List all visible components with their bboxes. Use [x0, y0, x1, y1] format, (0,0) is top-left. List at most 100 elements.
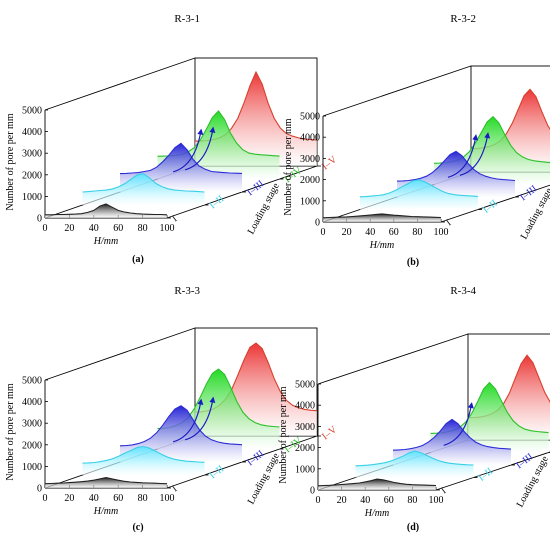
- y-tick-label: 1000: [295, 464, 315, 475]
- x-tick-label: 80: [412, 227, 422, 238]
- series-line-2: [396, 150, 516, 182]
- stage-label: I: [170, 214, 179, 225]
- top-depth-edge: [44, 327, 196, 381]
- y-tick-label: 4000: [22, 127, 42, 138]
- x-tick-label: 20: [64, 493, 74, 504]
- stage-label: I–III: [245, 178, 266, 198]
- panel-caption: (b): [407, 257, 419, 268]
- x-tick-label: 100: [160, 223, 175, 234]
- stage-label: I: [170, 484, 179, 495]
- y-tick-label: 4000: [300, 133, 320, 144]
- series-area-1: [355, 451, 474, 478]
- y-tick-label: 4000: [295, 401, 315, 412]
- y-tick-label: 2000: [295, 443, 315, 454]
- y-tick-label: 2000: [22, 440, 42, 451]
- panel-caption: (a): [132, 254, 144, 265]
- series-line-0: [44, 477, 168, 485]
- annotation-arrow: [172, 398, 204, 443]
- panel-title: R-3-3: [174, 285, 200, 297]
- series-area-1: [82, 173, 205, 205]
- x-tick-label: 20: [64, 223, 74, 234]
- stage-label: I–III: [514, 451, 535, 471]
- x-tick-label: 100: [434, 227, 449, 238]
- y-tick-label: 3000: [22, 149, 42, 160]
- panel-d: 010002000300040005000020406080100I–VI–IV…: [278, 285, 550, 533]
- y-axis-label: Number of pore per mm: [278, 386, 289, 483]
- x-tick-label: 80: [407, 495, 417, 506]
- stage-label: I–V: [320, 424, 340, 443]
- y-tick-label: 3000: [22, 419, 42, 430]
- y-tick-label: 5000: [300, 112, 320, 123]
- y-tick-label: 1000: [22, 462, 42, 473]
- series-area-0: [45, 477, 167, 488]
- y-tick-label: 0: [37, 214, 42, 225]
- stage-label: I: [439, 486, 448, 497]
- x-tick-label: 0: [43, 223, 48, 234]
- x-axis-label: H/mm: [369, 240, 394, 251]
- stage-label: I: [444, 218, 453, 229]
- stage-label: I–III: [245, 448, 266, 468]
- series-area-0: [323, 213, 441, 222]
- x-tick-label: 40: [365, 227, 375, 238]
- series-area-1: [82, 446, 205, 475]
- y-tick-label: 5000: [295, 380, 315, 391]
- y-tick-label: 3000: [300, 154, 320, 165]
- annotation-arrow: [443, 402, 474, 446]
- y-axis-label: Number of pore per mm: [5, 383, 16, 480]
- panel-title: R-3-1: [174, 13, 200, 25]
- series-line-0: [45, 203, 168, 216]
- y-tick-label: 5000: [22, 106, 42, 117]
- x-tick-label: 20: [337, 495, 347, 506]
- x-tick-label: 80: [138, 493, 148, 504]
- series-area-2: [120, 405, 242, 462]
- series-line-1: [82, 173, 205, 193]
- series-line-0: [317, 478, 437, 487]
- y-tick-label: 0: [310, 486, 315, 497]
- x-tick-label: 0: [321, 227, 326, 238]
- y-tick-label: 5000: [22, 376, 42, 387]
- series-area-0: [45, 204, 167, 218]
- x-tick-label: 60: [113, 493, 123, 504]
- top-depth-edge: [317, 333, 469, 385]
- x-axis-label: H/mm: [364, 508, 389, 519]
- series-area-1: [360, 179, 478, 210]
- y-axis-label: Number of pore per mm: [283, 118, 294, 215]
- stage-label: I–III: [518, 183, 539, 203]
- x-tick-label: 60: [389, 227, 399, 238]
- y-tick-label: 1000: [22, 192, 42, 203]
- series-line-0: [322, 213, 442, 219]
- series-line-2: [392, 418, 512, 451]
- y-tick-label: 1000: [300, 196, 320, 207]
- x-axis-label: H/mm: [93, 236, 118, 247]
- panel-title: R-3-2: [450, 13, 476, 25]
- top-depth-edge: [44, 57, 196, 111]
- y-tick-label: 0: [315, 218, 320, 229]
- series-area-0: [318, 479, 436, 490]
- x-tick-label: 60: [113, 223, 123, 234]
- annotation-arrow: [184, 396, 216, 441]
- x-tick-label: 80: [138, 223, 148, 234]
- annotation-arrow: [459, 132, 491, 176]
- series-line-1: [359, 179, 479, 198]
- annotation-arrow: [447, 134, 479, 178]
- y-axis-label: Number of pore per mm: [5, 113, 16, 210]
- y-tick-label: 2000: [300, 175, 320, 186]
- stage-label: I–II: [477, 466, 496, 484]
- panel-caption: (d): [407, 522, 419, 533]
- x-axis-label: H/mm: [93, 506, 118, 517]
- x-tick-label: 40: [89, 493, 99, 504]
- series-line-2: [119, 142, 243, 175]
- x-tick-label: 20: [342, 227, 352, 238]
- stage-label: I–II: [208, 193, 227, 211]
- panel-caption: (c): [132, 522, 143, 533]
- panel-b: 010002000300040005000020406080100I–VI–IV…: [283, 13, 550, 268]
- series-line-2: [119, 405, 243, 447]
- y-tick-label: 4000: [22, 397, 42, 408]
- stage-label: I–II: [208, 463, 227, 481]
- x-tick-label: 0: [43, 493, 48, 504]
- y-tick-label: 2000: [22, 170, 42, 181]
- series-line-1: [82, 445, 205, 464]
